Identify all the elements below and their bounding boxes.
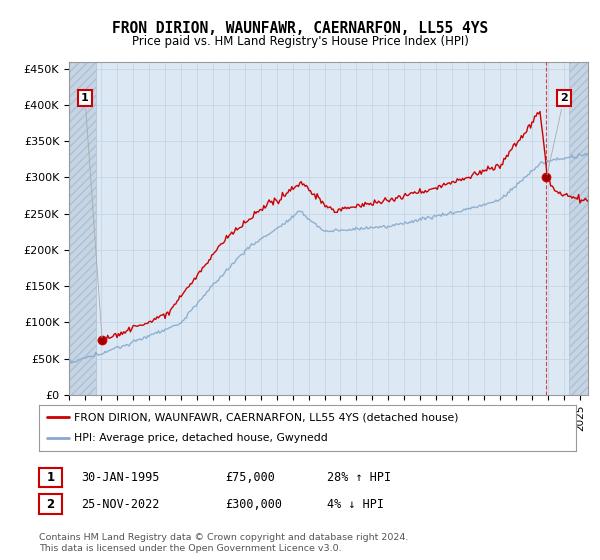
Text: £300,000: £300,000 [225,497,282,511]
Text: 25-NOV-2022: 25-NOV-2022 [81,497,160,511]
Text: 30-JAN-1995: 30-JAN-1995 [81,470,160,484]
Text: 1: 1 [81,93,102,338]
Text: £75,000: £75,000 [225,470,275,484]
Text: FRON DIRION, WAUNFAWR, CAERNARFON, LL55 4YS: FRON DIRION, WAUNFAWR, CAERNARFON, LL55 … [112,21,488,36]
Text: 1: 1 [46,470,55,484]
Text: 4% ↓ HPI: 4% ↓ HPI [327,497,384,511]
Text: HPI: Average price, detached house, Gwynedd: HPI: Average price, detached house, Gwyn… [74,433,328,444]
Text: 28% ↑ HPI: 28% ↑ HPI [327,470,391,484]
Text: Contains HM Land Registry data © Crown copyright and database right 2024.
This d: Contains HM Land Registry data © Crown c… [39,533,409,553]
Bar [69,62,96,395]
Text: 2: 2 [547,93,568,175]
Bar [569,62,588,395]
Text: FRON DIRION, WAUNFAWR, CAERNARFON, LL55 4YS (detached house): FRON DIRION, WAUNFAWR, CAERNARFON, LL55 … [74,412,458,422]
Text: Price paid vs. HM Land Registry's House Price Index (HPI): Price paid vs. HM Land Registry's House … [131,35,469,48]
Text: 2: 2 [46,497,55,511]
